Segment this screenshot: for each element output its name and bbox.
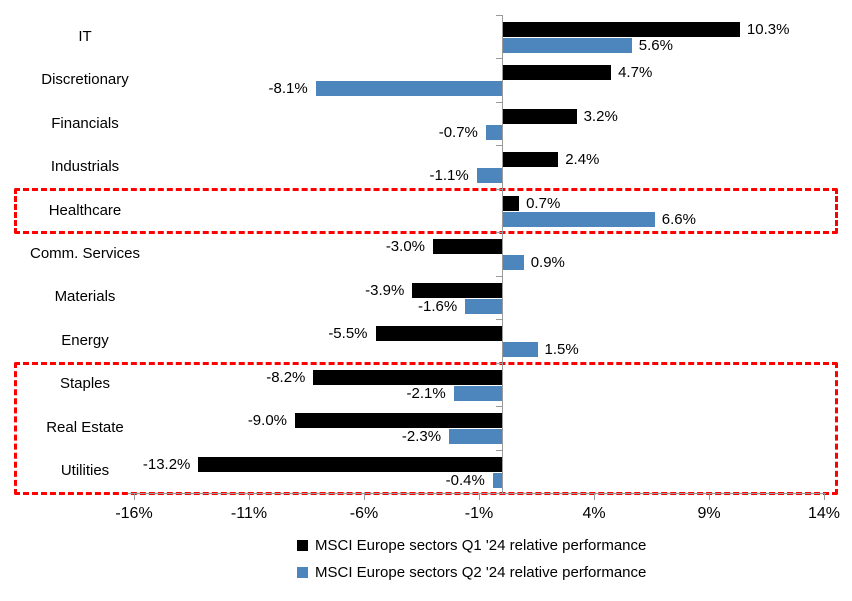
category-label: Comm. Services [29, 245, 141, 262]
q2-bar [503, 342, 538, 358]
q1-bar [433, 239, 502, 255]
q2-value-label: -1.6% [418, 297, 458, 315]
q1-value-label: 2.4% [565, 151, 600, 169]
category-label: Energy [61, 331, 109, 349]
x-tick-label: -16% [115, 505, 153, 522]
q1-value-label: -3.9% [365, 281, 405, 299]
category-label: Staples [59, 375, 111, 393]
x-tick-label: 4% [582, 505, 606, 522]
y-axis-tick [496, 493, 502, 494]
x-tick-label: -1% [464, 505, 494, 522]
q2-value-label: 1.5% [544, 341, 579, 359]
y-axis-tick [496, 406, 502, 408]
y-axis-tick [496, 319, 502, 321]
legend-item-q1: MSCI Europe sectors Q1 '24 relative perf… [297, 537, 646, 554]
q2-bar [492, 472, 502, 488]
q2-value-label: -2.3% [401, 428, 442, 446]
y-axis-tick [496, 232, 502, 234]
q1-bar [503, 22, 740, 37]
y-axis-tick [496, 188, 502, 190]
q2-value-label: 0.9% [530, 254, 565, 272]
q1-bar [198, 456, 502, 472]
q1-value-label: -9.0% [247, 412, 287, 430]
q1-value-label: 0.7% [526, 194, 561, 212]
q2-value-label: -0.7% [438, 123, 478, 141]
category-label: Industrials [50, 158, 120, 176]
q2-legend-label: MSCI Europe sectors Q2 '24 relative perf… [315, 564, 647, 581]
q2-bar [315, 81, 502, 97]
x-axis-tick [824, 494, 825, 500]
category-label: IT [78, 27, 92, 45]
x-axis-tick [134, 494, 135, 500]
q1-value-label: 10.3% [746, 21, 790, 38]
q1-legend-label: MSCI Europe sectors Q1 '24 relative perf… [315, 537, 647, 554]
q2-value-label: -8.1% [268, 80, 308, 98]
x-tick-label: -11% [230, 505, 268, 522]
q1-value-label: -3.0% [385, 238, 425, 256]
q1-bar [503, 195, 520, 211]
q1-bar [503, 108, 577, 124]
category-label: Financials [51, 114, 119, 132]
q2-value-label: -2.1% [406, 384, 446, 402]
q1-value-label: 4.7% [618, 64, 653, 82]
category-label: Real Estate [46, 418, 124, 436]
highlight-box [14, 187, 838, 235]
x-tick-label: 9% [697, 505, 721, 522]
q1-legend-swatch [297, 540, 308, 551]
q1-value-label: -5.5% [328, 325, 368, 343]
x-axis-tick [249, 494, 250, 500]
y-axis-tick [496, 275, 502, 277]
q1-bar [313, 369, 502, 385]
x-axis-tick [364, 494, 365, 500]
y-axis-tick [496, 449, 502, 451]
q2-bar [485, 124, 502, 140]
q1-bar [503, 65, 612, 81]
y-axis-tick [496, 145, 502, 147]
q2-value-label: -0.4% [445, 471, 485, 489]
x-axis-tick [479, 494, 480, 500]
x-axis-line [128, 493, 826, 494]
q2-bar [476, 168, 502, 184]
y-axis-tick [496, 15, 502, 16]
y-axis-tick [496, 362, 502, 364]
q2-bar [465, 298, 502, 314]
category-label: Healthcare [48, 201, 122, 219]
q2-bar [503, 255, 524, 271]
q1-value-label: 3.2% [583, 107, 618, 125]
x-tick-label: 14% [807, 505, 841, 522]
q1-bar [375, 326, 502, 342]
category-label: Materials [54, 288, 116, 306]
category-label: Utilities [60, 462, 110, 480]
q2-bar [503, 38, 632, 53]
q2-value-label: 6.6% [661, 210, 696, 228]
q1-value-label: -13.2% [142, 455, 191, 473]
x-axis-tick [709, 494, 710, 500]
q2-bar [449, 429, 502, 445]
q2-value-label: 5.6% [638, 37, 673, 54]
q2-bar [503, 211, 655, 227]
x-axis-tick [594, 494, 595, 500]
q2-legend-swatch [297, 567, 308, 578]
q2-bar [453, 385, 502, 401]
q2-value-label: -1.1% [429, 167, 469, 185]
category-label: Discretionary [41, 71, 129, 89]
y-axis-tick [496, 58, 502, 60]
y-axis-line [502, 15, 503, 493]
x-tick-label: -6% [349, 505, 379, 522]
q1-bar [503, 152, 559, 168]
q1-bar [412, 282, 502, 298]
legend-item-q2: MSCI Europe sectors Q2 '24 relative perf… [297, 564, 646, 581]
q1-bar [295, 413, 502, 429]
y-axis-tick [496, 101, 502, 103]
q1-value-label: -8.2% [266, 368, 306, 386]
